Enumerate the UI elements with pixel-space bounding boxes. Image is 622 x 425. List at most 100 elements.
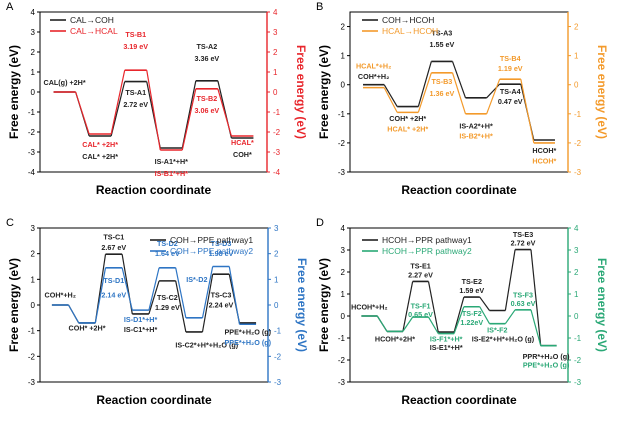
legend-entry: COH→PPE pathway2 — [170, 246, 253, 256]
annotation-label: 0.47 eV — [498, 97, 523, 106]
connector-line — [383, 87, 398, 113]
left-tick-label: 1 — [341, 290, 346, 299]
annotation-label: HCOH*+H₂ — [351, 302, 388, 311]
left-tick-label: 1 — [341, 52, 346, 61]
annotation-label: IS-E1*+H* — [430, 343, 463, 352]
connector-line — [175, 267, 187, 318]
connector-line — [121, 267, 133, 311]
legend-entry: HCAL→HCOH — [382, 26, 438, 36]
connector-line — [110, 81, 126, 137]
legend-entry: HCOH→PPR pathway2 — [382, 246, 472, 256]
right-tick-label: 1 — [574, 290, 579, 299]
right-tick-label: 0 — [273, 88, 278, 97]
annotation-label: HCOH* — [532, 156, 556, 165]
y-axis-label-right: Free energy (eV) — [595, 45, 609, 139]
annotation-label: PPE*+H₂O (g) — [523, 361, 570, 370]
annotation-label: 0.65 eV — [408, 310, 433, 319]
annotation-label: HCOH* — [532, 146, 556, 155]
annotation-label: CAL* +2H* — [82, 152, 118, 161]
annotation-label: PPE*+H₂O (g) — [224, 338, 271, 347]
connector-line — [201, 266, 214, 318]
connector-line — [217, 88, 232, 137]
panel-a: A -4 -3 -2 -1 0 1 2 3 4 -4 -3 -2 -1 0 1 2 3 4 Reaction coor… — [6, 1, 308, 197]
left-tick-label: 2 — [31, 250, 36, 259]
connector-line — [181, 88, 197, 151]
annotation-label: 0.63 eV — [511, 299, 536, 308]
annotation-label: TS-B4 — [500, 54, 521, 63]
connector-line — [530, 249, 542, 346]
annotation-label: 1.55 eV — [430, 40, 455, 49]
annotation-label: 1.22eV — [460, 318, 483, 327]
x-axis-label: Reaction coordinate — [401, 183, 517, 197]
right-tick-label: -2 — [274, 352, 282, 361]
connector-line — [479, 296, 490, 311]
right-tick-label: -3 — [274, 378, 282, 387]
annotation-label: TS-C2 — [157, 293, 178, 302]
annotation-label: TS-D1 — [103, 276, 124, 285]
left-tick-label: 4 — [341, 224, 346, 233]
right-tick-label: 1 — [274, 275, 279, 284]
right-tick-label: 3 — [274, 224, 279, 233]
connector-line — [451, 72, 467, 114]
annotation-label: 2.72 eV — [123, 100, 148, 109]
right-tick-label: 4 — [574, 224, 579, 233]
panel-letter: C — [6, 217, 14, 229]
connector-line — [530, 309, 542, 346]
right-tick-label: 2 — [274, 250, 279, 259]
connector-line — [417, 61, 432, 107]
right-tick-label: -2 — [273, 128, 281, 137]
left-tick-label: -2 — [338, 139, 346, 148]
right-tick-label: 2 — [574, 268, 579, 277]
left-tick-label: 0 — [31, 301, 36, 310]
annotation-label: TS-F3 — [513, 290, 533, 299]
annotation-label: COH* — [233, 150, 252, 159]
connector-line — [75, 91, 90, 135]
annotation-label: IS*-D2 — [186, 275, 207, 284]
annotation-label: 1.98 eV — [209, 249, 234, 258]
annotation-label: IS-C1*+H* — [124, 325, 158, 334]
right-tick-label: 3 — [273, 28, 278, 37]
right-tick-label: 2 — [273, 48, 278, 57]
annotation-label: IS-F1*+H* — [430, 334, 463, 343]
panel-c: C -3 -2 -1 0 1 2 3 -3 -2 -1 0 1 2 3 Reaction coordinate… — [6, 217, 309, 407]
right-tick-label: 0 — [574, 81, 579, 90]
right-tick-label: -3 — [574, 168, 582, 177]
x-axis-label: Reaction coordinate — [96, 393, 212, 407]
left-tick-label: 3 — [31, 224, 36, 233]
connector-line — [417, 72, 432, 113]
series-2 — [51, 265, 257, 326]
connector-line — [94, 267, 107, 324]
annotation-label: IS-B1*+H* — [155, 169, 189, 178]
annotation-label: IS*-F2 — [487, 326, 507, 335]
connector-line — [427, 281, 439, 333]
annotation-label: 2.14 eV — [101, 290, 126, 299]
left-tick-label: 1 — [31, 68, 36, 77]
annotation-label: TS-E2 — [462, 277, 482, 286]
annotation-label: 3.36 eV — [194, 54, 219, 63]
legend-entry: CAL→HCAL — [70, 26, 118, 36]
right-tick-label: 2 — [574, 23, 579, 32]
left-tick-label: 2 — [31, 48, 36, 57]
y-axis-label-left: Free energy (eV) — [317, 258, 331, 352]
x-axis-label: Reaction coordinate — [401, 393, 517, 407]
annotation-label: HCAL*+H₂ — [356, 62, 391, 71]
annotation-label: IS-C2*+H*+H₂O (g) — [175, 340, 238, 349]
y-axis-label-right: Free energy (eV) — [295, 258, 309, 352]
annotation-label: TS-E1 — [410, 262, 430, 271]
annotation-label: 2.67 eV — [101, 243, 126, 252]
right-tick-label: -1 — [574, 110, 582, 119]
left-tick-label: 4 — [31, 8, 36, 17]
left-tick-label: -3 — [28, 148, 36, 157]
annotation-label: 1.64 eV — [155, 249, 180, 258]
connector-line — [520, 79, 535, 144]
annotation-label: 2.24 eV — [209, 301, 234, 310]
left-tick-label: -2 — [28, 352, 36, 361]
left-tick-label: 3 — [31, 28, 36, 37]
annotation-label: PPE*+H₂O (g) — [224, 328, 271, 337]
y-axis-label-left: Free energy (eV) — [7, 45, 21, 139]
annotation-label: PPR*+H₂O (g) — [523, 352, 571, 361]
annotation-label: COH*+H₂ — [358, 72, 389, 81]
annotation-label: IS-A2*+H* — [459, 121, 493, 130]
y-axis-label-left: Free energy (eV) — [317, 45, 331, 139]
